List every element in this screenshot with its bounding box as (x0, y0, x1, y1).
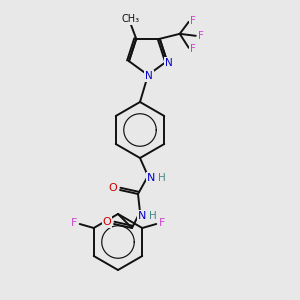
Text: H: H (149, 211, 157, 221)
Text: O: O (103, 217, 111, 227)
Text: N: N (147, 173, 155, 183)
Text: O: O (109, 183, 117, 193)
Text: F: F (198, 31, 204, 41)
Text: N: N (165, 58, 173, 68)
Text: F: F (159, 218, 165, 228)
Text: F: F (190, 16, 196, 26)
Text: F: F (70, 218, 77, 228)
Text: CH₃: CH₃ (121, 14, 139, 24)
Text: N: N (145, 71, 153, 81)
Text: N: N (138, 211, 146, 221)
Text: H: H (158, 173, 166, 183)
Text: F: F (190, 44, 196, 54)
